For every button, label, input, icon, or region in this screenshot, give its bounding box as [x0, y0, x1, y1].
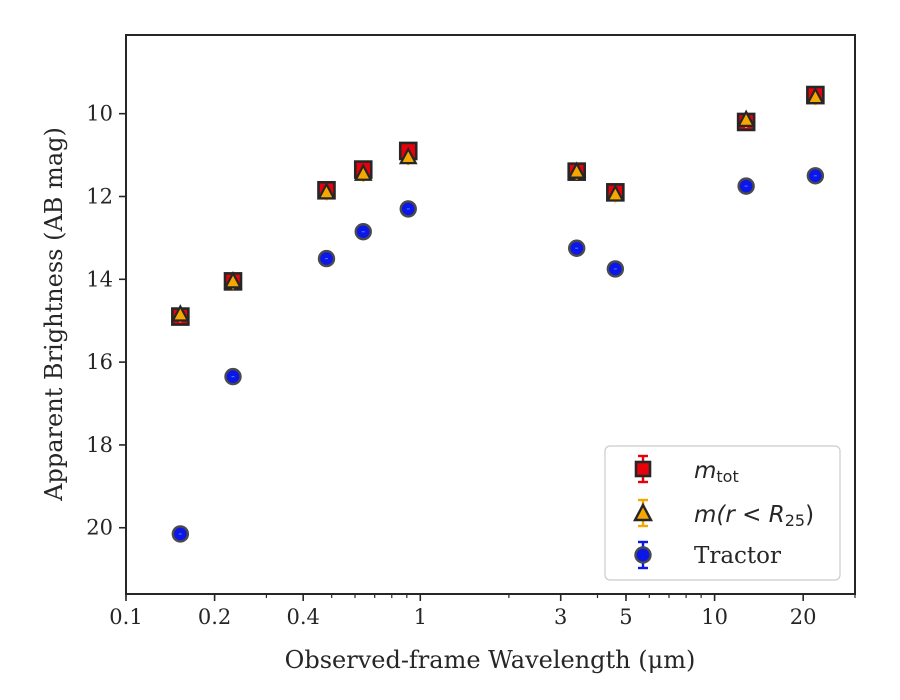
x-tick-label: 20 [790, 605, 817, 629]
legend-label-mtot-sub: tot [716, 467, 738, 486]
legend: mtot m(r < R25) Tractor [604, 445, 841, 581]
mr25-point [806, 86, 825, 105]
plot-frame [125, 34, 856, 595]
y-tick-label: 10 [86, 102, 113, 126]
legend-label-mr25: m(r < R25) [694, 502, 814, 530]
y-tick-label: 16 [86, 350, 113, 374]
series-mr25 [171, 86, 825, 323]
x-tick-label: 1 [414, 605, 427, 629]
legend-label-mr25-main: m(r < R [694, 502, 785, 528]
y-tick-label: 12 [86, 184, 113, 208]
x-tick-label: 0.4 [286, 605, 319, 629]
x-tick-label: 5 [619, 605, 632, 629]
data-marks [171, 85, 825, 543]
legend-keys [633, 454, 653, 570]
legend-label-mtot: mtot [694, 458, 739, 486]
x-tick-label: 3 [554, 605, 567, 629]
mr25-point [317, 182, 336, 200]
legend-key-marker [634, 460, 652, 478]
mr25-point [736, 109, 756, 127]
x-axis: 0.1 0.2 0.4 1 3 5 10 20 [109, 594, 856, 629]
mr25-point [398, 146, 418, 165]
legend-frame [604, 445, 841, 581]
mr25-point [606, 184, 625, 202]
legend-key-tractor [634, 540, 652, 570]
legend-label-mr25-sub: 25 [785, 511, 805, 530]
y-tick-label: 18 [86, 433, 113, 457]
mr25-point [171, 304, 190, 322]
legend-key-marker [634, 546, 652, 564]
x-tick-label: 0.1 [109, 605, 142, 629]
legend-key-marker [633, 502, 653, 522]
mr25-point [567, 161, 587, 179]
x-axis-title: Observed-frame Wavelength (μm) [285, 646, 696, 674]
series-tractor [171, 167, 825, 543]
x-tick-label: 0.2 [198, 605, 231, 629]
mr25-point [353, 163, 373, 181]
y-axis: 10 12 14 16 18 20 [86, 102, 126, 540]
y-tick-label: 20 [86, 516, 113, 540]
legend-label-mtot-main: m [694, 458, 716, 484]
legend-label-mr25-close: ) [805, 502, 814, 528]
y-tick-label: 14 [86, 267, 113, 291]
legend-key-mtot [634, 454, 652, 484]
mr25-point [223, 271, 243, 289]
x-tick-label: 10 [701, 605, 728, 629]
legend-label-tractor: Tractor [694, 543, 781, 569]
y-axis-title: Apparent Brightness (AB mag) [40, 127, 68, 502]
legend-key-mr25 [633, 498, 653, 528]
